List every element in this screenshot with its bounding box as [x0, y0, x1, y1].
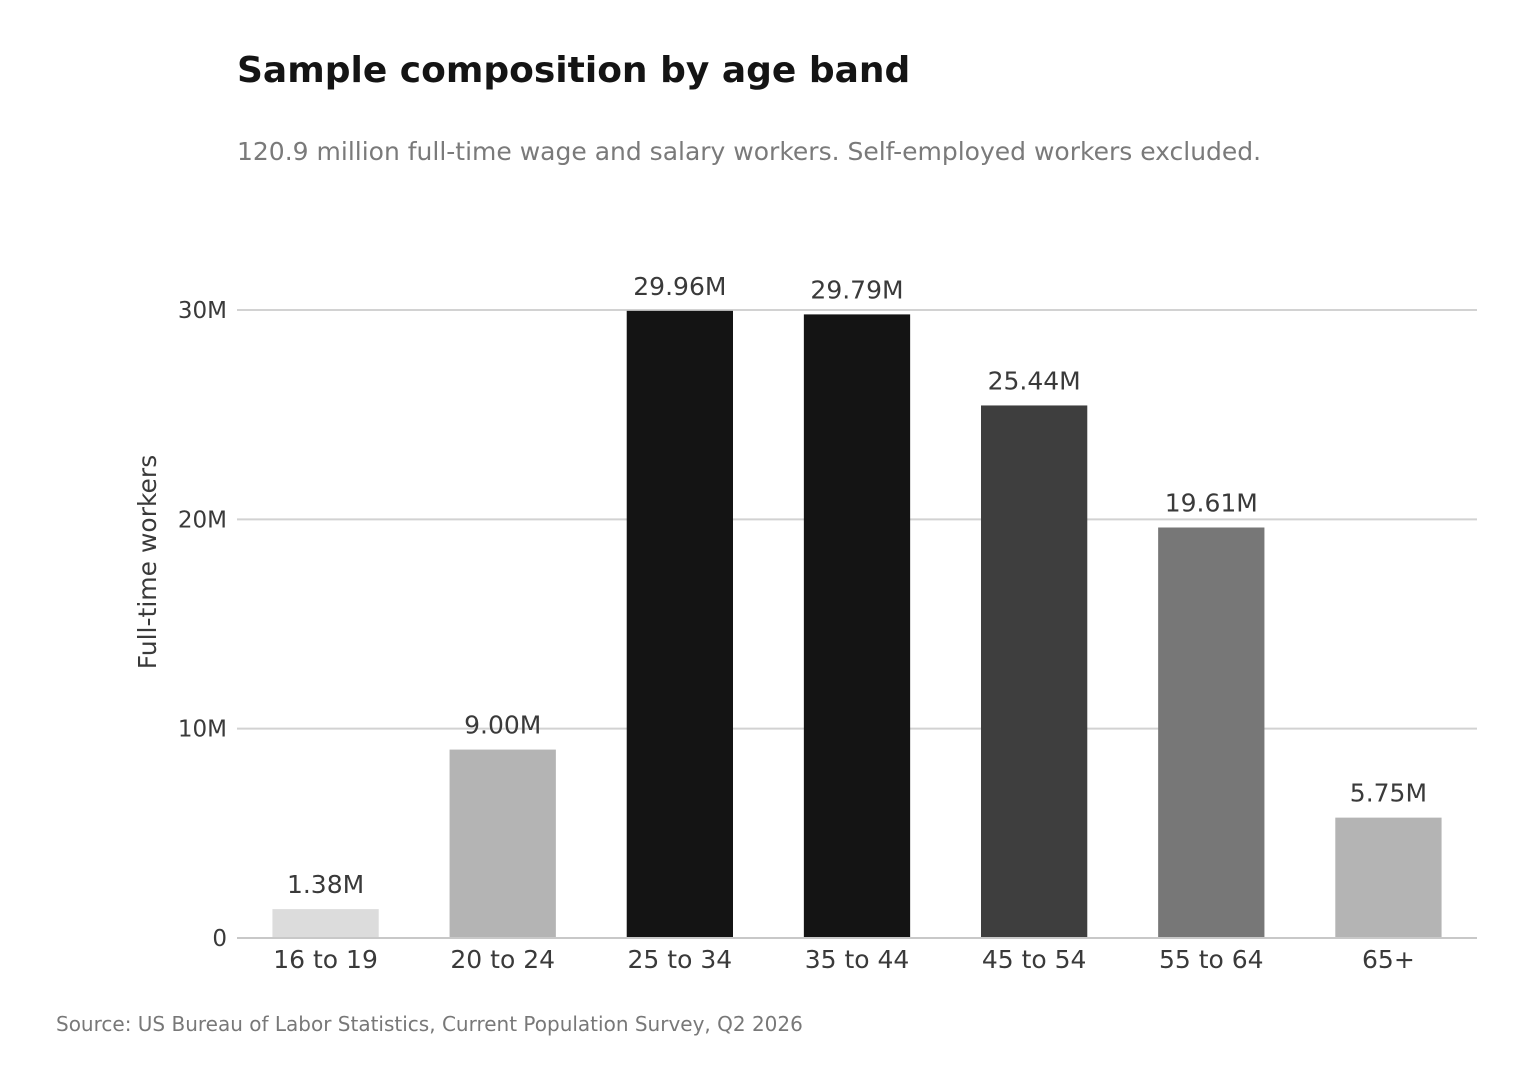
- value-label: 29.79M: [810, 275, 903, 304]
- bar-35-to-44: [803, 314, 911, 938]
- y-tick-label: 20M: [178, 507, 227, 533]
- bar-16-to-19: [272, 909, 379, 938]
- value-label: 9.00M: [464, 711, 541, 740]
- chart-title: Sample composition by age band: [237, 50, 911, 91]
- y-axis-label: Full-time workers: [133, 455, 162, 670]
- x-tick-label: 55 to 64: [1159, 945, 1264, 974]
- y-tick-label: 10M: [178, 717, 227, 743]
- value-label: 25.44M: [988, 366, 1081, 395]
- x-tick-label: 16 to 19: [273, 945, 378, 974]
- value-labels: 1.38M 9.00M 29.96M 29.79M 25.44M 19.61M 5.75M: [287, 272, 1427, 899]
- value-label: 1.38M: [287, 870, 364, 899]
- bar-55-to-64: [1158, 527, 1265, 938]
- bar-65plus: [1335, 817, 1442, 938]
- x-tick-label: 45 to 54: [982, 945, 1087, 974]
- x-axis-ticks: 16 to 19 20 to 24 25 to 34 35 to 44 45 to 54…: [273, 945, 1415, 974]
- bars: [272, 310, 1442, 938]
- value-label: 5.75M: [1350, 779, 1427, 808]
- bar-20-to-24: [449, 749, 556, 938]
- chart-source: Source: US Bureau of Labor Statistics, C…: [56, 1012, 803, 1036]
- x-tick-label: 35 to 44: [805, 945, 910, 974]
- value-label: 19.61M: [1165, 488, 1258, 517]
- value-label: 29.96M: [633, 272, 726, 301]
- bar-25-to-34: [626, 310, 733, 938]
- y-tick-label: 0: [212, 926, 227, 952]
- y-axis-ticks: 0 10M 20M 30M: [178, 298, 227, 952]
- x-tick-label: 20 to 24: [450, 945, 555, 974]
- x-tick-label: 25 to 34: [628, 945, 733, 974]
- chart-subtitle: 120.9 million full-time wage and salary …: [237, 137, 1262, 166]
- x-tick-label: 65+: [1362, 945, 1415, 974]
- y-tick-label: 30M: [178, 298, 227, 324]
- bar-45-to-54: [981, 405, 1088, 938]
